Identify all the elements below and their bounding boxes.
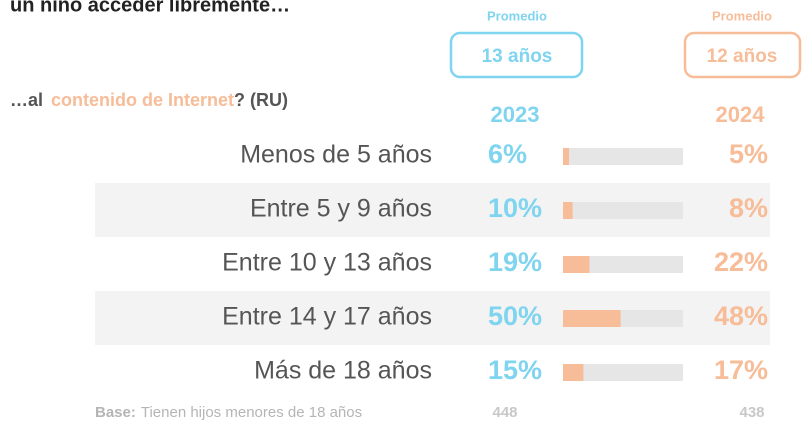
bar-track — [563, 256, 683, 273]
value-label: 15% — [488, 355, 542, 385]
bar — [563, 310, 621, 327]
bar — [563, 148, 569, 165]
average-box — [449, 31, 584, 79]
base-value: 438 — [739, 404, 764, 421]
average-box — [683, 31, 802, 79]
average-label: Promedio — [712, 8, 772, 23]
value-label: 17% — [714, 355, 768, 385]
value-label: 50% — [488, 301, 542, 331]
bar-track — [563, 202, 683, 219]
value-label: 5% — [729, 139, 768, 169]
base-text: Tienen hijos menores de 18 años — [141, 404, 362, 421]
base-label: Base: — [95, 404, 136, 421]
subtitle-part: …al — [10, 90, 43, 110]
legend-label: 2024 — [716, 102, 766, 127]
chart-title: un niño acceder libremente… — [10, 0, 290, 16]
subtitle-highlight: contenido de Internet — [51, 90, 234, 110]
base-note: Base: Tienen hijos menores de 18 años — [95, 404, 362, 421]
subtitle-part: ? (RU) — [234, 90, 288, 110]
bar — [563, 364, 584, 381]
value-label: 48% — [714, 301, 768, 331]
bar — [563, 202, 573, 219]
value-label: 6% — [488, 139, 527, 169]
category-label: Menos de 5 años — [240, 141, 432, 169]
category-label: Entre 14 y 17 años — [222, 303, 432, 331]
value-label: 22% — [714, 247, 768, 277]
value-label: 19% — [488, 247, 542, 277]
bar — [563, 256, 590, 273]
bar-track — [563, 148, 683, 165]
category-label: Entre 10 y 13 años — [222, 249, 432, 277]
average-label: Promedio — [487, 8, 547, 23]
value-label: 8% — [729, 193, 768, 223]
average-value: 12 años — [707, 46, 778, 67]
bar-track — [563, 364, 683, 381]
subtitle: …al contenido de Internet? (RU) — [10, 90, 288, 110]
category-label: Entre 5 y 9 años — [250, 195, 432, 223]
base-value: 448 — [492, 404, 517, 421]
category-label: Más de 18 años — [254, 357, 432, 385]
legend-label: 2023 — [491, 102, 540, 127]
value-label: 10% — [488, 193, 542, 223]
average-value: 13 años — [482, 46, 553, 67]
